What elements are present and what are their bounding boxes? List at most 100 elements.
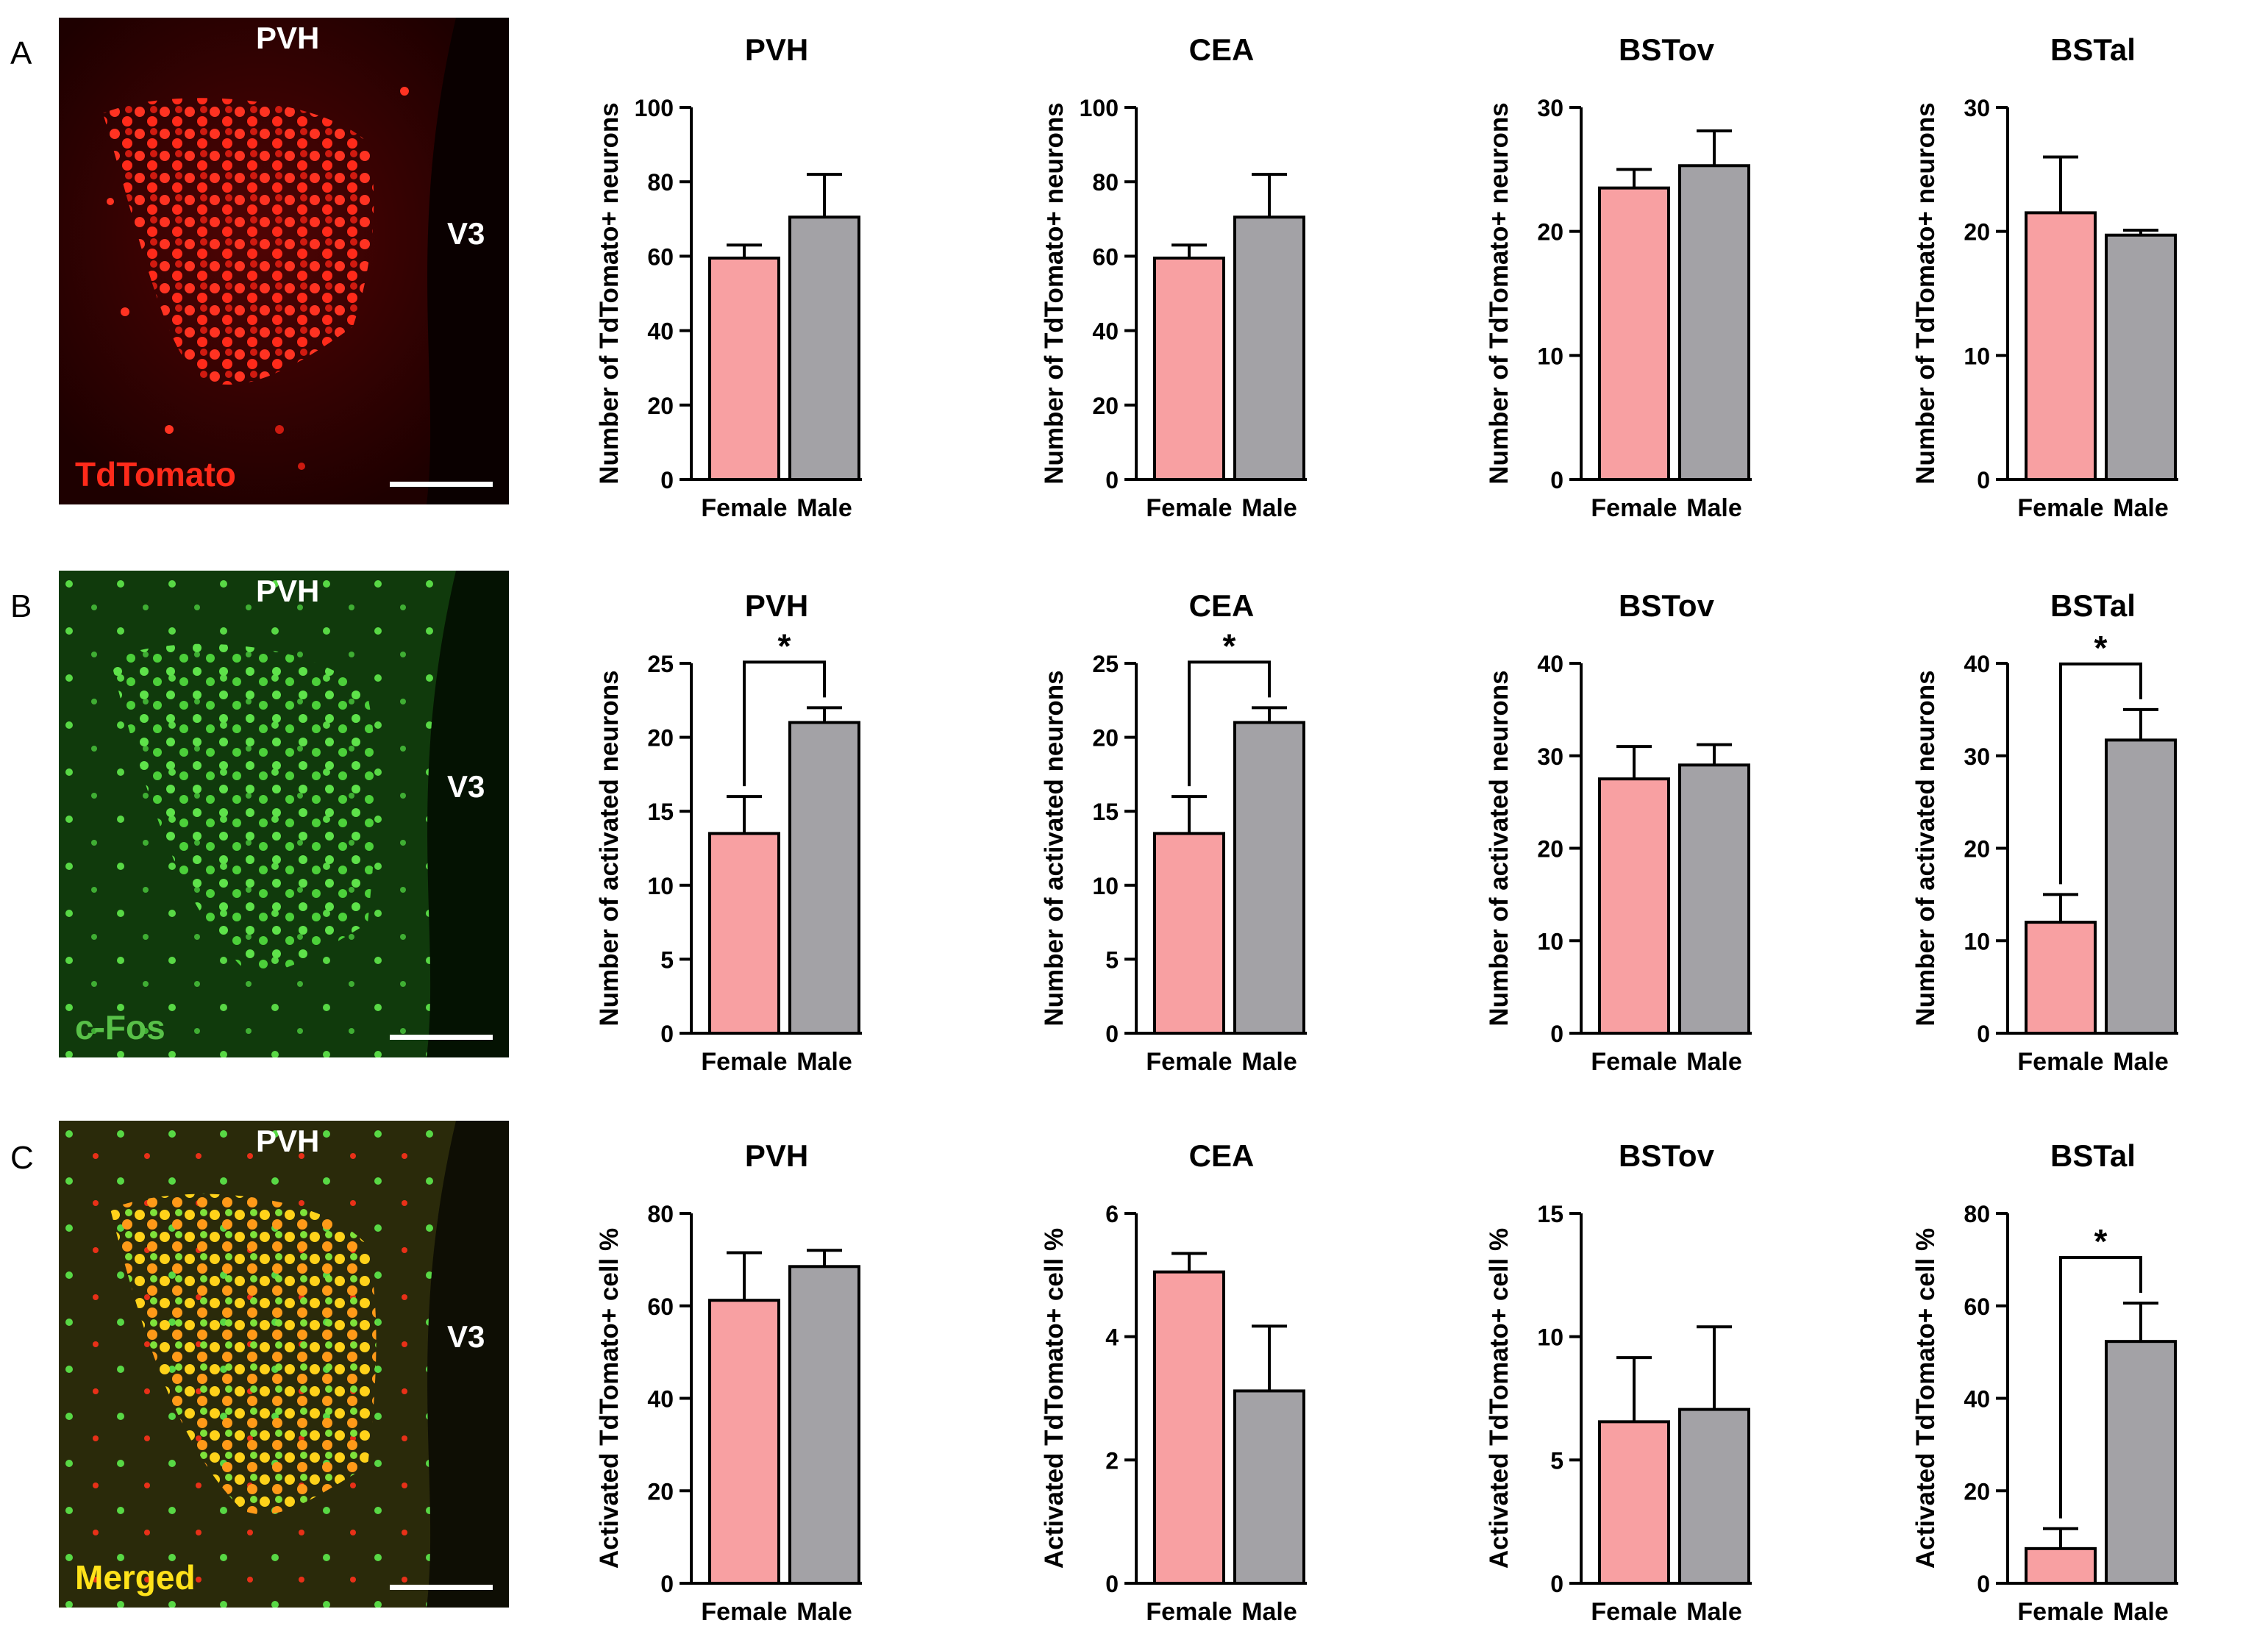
chart-b-pvh-significance-star: * bbox=[778, 627, 791, 665]
chart-b-pvh-tick-label: 0 bbox=[660, 1021, 674, 1047]
panel-letter-b: B bbox=[10, 588, 32, 624]
chart-a-bstov-bar-male bbox=[1678, 164, 1750, 481]
chart-b-bstov-tick-label: 10 bbox=[1537, 928, 1563, 955]
chart-b-bstov-tick-label: 0 bbox=[1550, 1021, 1563, 1047]
chart-b-pvh-tick-label: 20 bbox=[647, 725, 674, 752]
chart-c-pvh-tick-label: 80 bbox=[647, 1201, 674, 1227]
chart-c-cea-ylabel: Activated TdTomato+ cell % bbox=[1040, 1228, 1069, 1569]
chart-b-bstov-title: BSTov bbox=[1619, 588, 1715, 623]
chart-b-pvh: PVH Number of activated neurons 0 5 10 15 20 25… bbox=[595, 588, 862, 1076]
chart-c-pvh-category-label-male: Male bbox=[796, 1598, 852, 1626]
chart-b-cea-tick-label: 20 bbox=[1092, 725, 1119, 752]
chart-b-bstov-tick-label: 30 bbox=[1537, 743, 1563, 770]
micrograph-tdtomato-channel-label: TdTomato bbox=[75, 455, 236, 493]
chart-c-cea-bar-male bbox=[1233, 1389, 1305, 1585]
chart-a-cea-category-label-male: Male bbox=[1241, 494, 1297, 522]
micrograph-cfos-region-label: PVH bbox=[256, 574, 320, 608]
chart-a-bstal-bar-male bbox=[2105, 233, 2177, 481]
chart-c-bstal-category-label-female: Female bbox=[2017, 1598, 2103, 1626]
chart-c-bstov-tick-label: 15 bbox=[1537, 1201, 1563, 1227]
chart-b-bstal-significance-star: * bbox=[2094, 629, 2108, 667]
chart-a-cea-ylabel: Number of TdTomato+ neurons bbox=[1040, 102, 1069, 485]
chart-a-bstov-category-label-female: Female bbox=[1591, 494, 1677, 522]
chart-a-cea-bar-male bbox=[1233, 215, 1305, 481]
chart-c-bstal-title: BSTal bbox=[2050, 1138, 2136, 1173]
chart-b-bstov: BSTov Number of activated neurons 0 10 20 30 4… bbox=[1485, 588, 1752, 1076]
chart-a-bstov-ylabel: Number of TdTomato+ neurons bbox=[1485, 102, 1513, 485]
chart-b-bstov-tick-label: 40 bbox=[1537, 651, 1563, 677]
chart-b-bstov-category-label-male: Male bbox=[1686, 1048, 1742, 1076]
chart-c-pvh-tick-label: 20 bbox=[647, 1478, 674, 1505]
micrograph-cfos-v3-label: V3 bbox=[447, 769, 485, 804]
chart-a-bstal-bar-female bbox=[2025, 211, 2097, 481]
chart-b-pvh-tick-label: 25 bbox=[647, 651, 674, 677]
chart-b-bstal-tick-label: 20 bbox=[1964, 836, 1990, 863]
micrograph-merged-scale-bar bbox=[390, 1585, 493, 1590]
micrograph-merged-region-label: PVH bbox=[256, 1124, 320, 1158]
chart-a-bstov-tick-label: 10 bbox=[1537, 343, 1563, 369]
chart-c-bstal-significance-star: * bbox=[2094, 1222, 2108, 1260]
chart-c-pvh-tick-label: 60 bbox=[647, 1294, 674, 1320]
chart-a-cea-tick-label: 100 bbox=[1080, 95, 1119, 121]
chart-a-pvh-bar-female bbox=[708, 256, 780, 481]
chart-b-cea: CEA Number of activated neurons 0 5 10 15 20 25… bbox=[1040, 588, 1307, 1076]
chart-b-bstal-tick-label: 0 bbox=[1977, 1021, 1990, 1047]
chart-a-bstov-title: BSTov bbox=[1619, 32, 1715, 67]
chart-b-cea-tick-label: 0 bbox=[1105, 1021, 1119, 1047]
micrograph-tdtomato-scale-bar bbox=[390, 482, 493, 487]
chart-a-bstal-tick-label: 20 bbox=[1964, 219, 1990, 246]
micrograph-tdtomato-region-label: PVH bbox=[256, 21, 320, 55]
chart-b-bstal: BSTal Number of activated neurons 0 10 20 30 4… bbox=[1911, 588, 2178, 1076]
chart-b-bstov-bar-female bbox=[1598, 777, 1670, 1035]
chart-c-bstal-tick-label: 0 bbox=[1977, 1571, 1990, 1597]
chart-b-pvh-ylabel: Number of activated neurons bbox=[595, 670, 624, 1026]
chart-b-bstal-title: BSTal bbox=[2050, 588, 2136, 623]
chart-c-cea-bar-female bbox=[1153, 1270, 1225, 1585]
chart-b-cea-tick-label: 15 bbox=[1092, 799, 1119, 825]
micrograph-merged-channel-label: Merged bbox=[75, 1558, 196, 1596]
chart-a-bstal-tick-label: 0 bbox=[1977, 467, 1990, 493]
micrograph-cfos-scale-bar bbox=[390, 1035, 493, 1040]
chart-c-bstal: BSTal Activated TdTomato+ cell % 0 20 40 60 80… bbox=[1911, 1138, 2178, 1626]
chart-c-bstal-bar-female bbox=[2025, 1546, 2097, 1585]
chart-c-bstov-bar-male bbox=[1678, 1408, 1750, 1585]
chart-c-bstal-bar-male bbox=[2105, 1340, 2177, 1585]
chart-c-bstal-tick-label: 20 bbox=[1964, 1478, 1990, 1505]
chart-b-cea-category-label-male: Male bbox=[1241, 1048, 1297, 1076]
chart-b-bstal-significance-bracket bbox=[2059, 662, 2142, 885]
chart-a-bstal: BSTal Number of TdTomato+ neurons 0 10 20 30 F… bbox=[1911, 32, 2178, 522]
chart-b-cea-category-label-female: Female bbox=[1146, 1048, 1232, 1076]
chart-c-pvh: PVH Activated TdTomato+ cell % 0 20 40 60 80 Fe… bbox=[595, 1138, 862, 1626]
chart-b-pvh-tick-label: 10 bbox=[647, 873, 674, 899]
chart-b-bstov-ylabel: Number of activated neurons bbox=[1485, 670, 1513, 1026]
chart-a-bstal-category-label-female: Female bbox=[2017, 494, 2103, 522]
chart-b-pvh-tick-label: 5 bbox=[660, 946, 674, 973]
chart-a-pvh-tick-label: 40 bbox=[647, 318, 674, 345]
chart-c-bstal-tick-label: 40 bbox=[1964, 1386, 1990, 1413]
chart-b-bstal-category-label-female: Female bbox=[2017, 1048, 2103, 1076]
micrograph-cfos-channel-label: c-Fos bbox=[75, 1008, 165, 1046]
chart-b-bstal-category-label-male: Male bbox=[2113, 1048, 2169, 1076]
chart-c-bstov-tick-label: 10 bbox=[1537, 1324, 1563, 1351]
chart-a-pvh-bar-male bbox=[788, 215, 860, 481]
chart-b-cea-ylabel: Number of activated neurons bbox=[1040, 670, 1069, 1026]
chart-a-cea: CEA Number of TdTomato+ neurons 0 20 40 60 80 1… bbox=[1040, 32, 1307, 522]
chart-b-pvh-bar-female bbox=[708, 832, 780, 1035]
chart-a-pvh-ylabel: Number of TdTomato+ neurons bbox=[595, 102, 624, 485]
chart-b-pvh-category-label-male: Male bbox=[796, 1048, 852, 1076]
chart-c-bstov-tick-label: 0 bbox=[1550, 1571, 1563, 1597]
chart-a-bstov-bar-female bbox=[1598, 186, 1670, 481]
chart-c-cea-category-label-male: Male bbox=[1241, 1598, 1297, 1626]
chart-b-pvh-significance-bracket bbox=[743, 660, 826, 787]
chart-b-bstov-tick-label: 20 bbox=[1537, 836, 1563, 863]
chart-a-bstov-tick-label: 0 bbox=[1550, 467, 1563, 493]
chart-a-bstov-category-label-male: Male bbox=[1686, 494, 1742, 522]
chart-b-bstov-category-label-female: Female bbox=[1591, 1048, 1677, 1076]
chart-c-bstov-ylabel: Activated TdTomato+ cell % bbox=[1485, 1228, 1513, 1569]
chart-b-cea-significance-star: * bbox=[1223, 627, 1236, 665]
chart-c-bstov-category-label-female: Female bbox=[1591, 1598, 1677, 1626]
chart-b-cea-tick-label: 5 bbox=[1105, 946, 1119, 973]
chart-a-pvh-tick-label: 20 bbox=[647, 393, 674, 419]
chart-a-cea-bar-female bbox=[1153, 256, 1225, 481]
